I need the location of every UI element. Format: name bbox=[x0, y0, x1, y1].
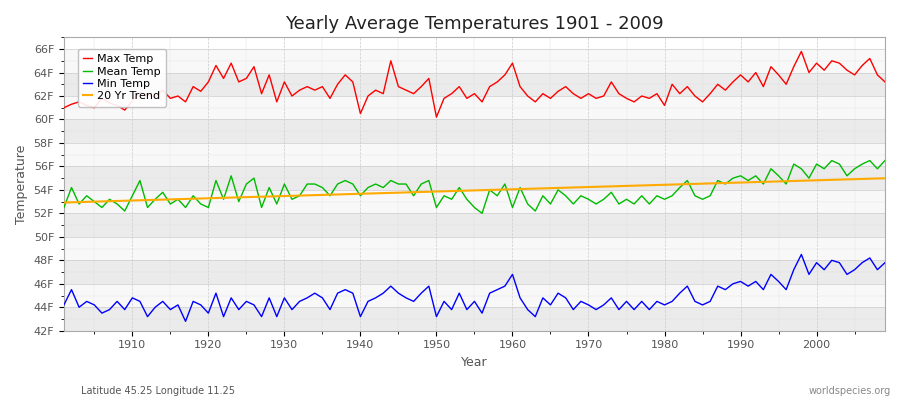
Max Temp bbox=[120, 108, 130, 112]
Min Temp bbox=[507, 272, 517, 277]
Line: 20 Yr Trend: 20 Yr Trend bbox=[64, 178, 885, 202]
20 Yr Trend bbox=[286, 193, 297, 198]
Min Temp bbox=[340, 287, 351, 292]
Max Temp bbox=[507, 61, 517, 66]
Max Temp bbox=[606, 80, 616, 84]
Y-axis label: Temperature: Temperature bbox=[15, 144, 28, 224]
Min Temp bbox=[58, 302, 69, 307]
Mean Temp bbox=[826, 158, 837, 163]
Bar bbox=[64, 49, 885, 72]
Min Temp bbox=[879, 260, 890, 265]
Line: Min Temp: Min Temp bbox=[64, 254, 885, 321]
Max Temp bbox=[286, 94, 297, 98]
Text: Latitude 45.25 Longitude 11.25: Latitude 45.25 Longitude 11.25 bbox=[81, 386, 235, 396]
Bar bbox=[64, 143, 885, 166]
Min Temp bbox=[294, 299, 305, 304]
Bar bbox=[64, 120, 885, 143]
20 Yr Trend bbox=[598, 184, 609, 189]
20 Yr Trend bbox=[332, 192, 343, 197]
Max Temp bbox=[879, 80, 890, 84]
Mean Temp bbox=[286, 197, 297, 202]
20 Yr Trend bbox=[120, 198, 130, 203]
20 Yr Trend bbox=[500, 187, 510, 192]
Bar bbox=[64, 260, 885, 284]
20 Yr Trend bbox=[507, 187, 517, 192]
Mean Temp bbox=[507, 205, 517, 210]
Bar bbox=[64, 284, 885, 307]
Max Temp bbox=[796, 49, 806, 54]
X-axis label: Year: Year bbox=[461, 356, 488, 369]
Legend: Max Temp, Mean Temp, Min Temp, 20 Yr Trend: Max Temp, Mean Temp, Min Temp, 20 Yr Tre… bbox=[77, 49, 166, 106]
Bar bbox=[64, 237, 885, 260]
Max Temp bbox=[431, 115, 442, 120]
Min Temp bbox=[120, 307, 130, 312]
Mean Temp bbox=[606, 190, 616, 195]
Mean Temp bbox=[58, 205, 69, 210]
Bar bbox=[64, 307, 885, 331]
Max Temp bbox=[58, 105, 69, 110]
Max Temp bbox=[332, 82, 343, 87]
20 Yr Trend bbox=[58, 200, 69, 205]
Bar bbox=[64, 96, 885, 120]
Mean Temp bbox=[515, 185, 526, 190]
Text: worldspecies.org: worldspecies.org bbox=[809, 386, 891, 396]
Bar bbox=[64, 166, 885, 190]
Bar bbox=[64, 72, 885, 96]
Bar bbox=[64, 190, 885, 213]
20 Yr Trend bbox=[879, 176, 890, 181]
Min Temp bbox=[606, 296, 616, 300]
Bar bbox=[64, 213, 885, 237]
Min Temp bbox=[515, 296, 526, 300]
Title: Yearly Average Temperatures 1901 - 2009: Yearly Average Temperatures 1901 - 2009 bbox=[285, 15, 664, 33]
Line: Max Temp: Max Temp bbox=[64, 52, 885, 117]
Max Temp bbox=[515, 84, 526, 89]
Min Temp bbox=[180, 319, 191, 324]
Mean Temp bbox=[879, 158, 890, 163]
Mean Temp bbox=[477, 211, 488, 216]
Line: Mean Temp: Mean Temp bbox=[64, 160, 885, 213]
Mean Temp bbox=[120, 209, 130, 214]
Mean Temp bbox=[332, 182, 343, 186]
Min Temp bbox=[796, 252, 806, 257]
